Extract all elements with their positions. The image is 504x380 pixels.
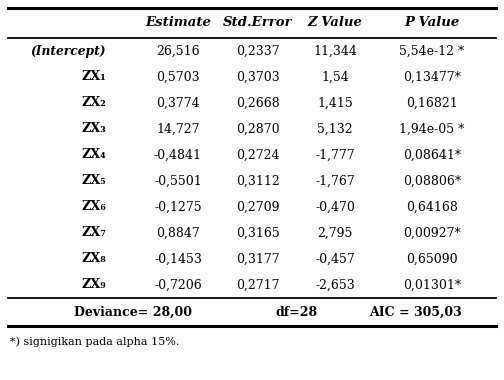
- Text: 0,8847: 0,8847: [156, 226, 200, 239]
- Text: 0,3165: 0,3165: [236, 226, 280, 239]
- Text: 26,516: 26,516: [156, 44, 200, 57]
- Text: P Value: P Value: [404, 16, 460, 30]
- Text: ZX₄: ZX₄: [81, 149, 106, 162]
- Text: 0,2337: 0,2337: [236, 44, 280, 57]
- Text: -0,1453: -0,1453: [154, 252, 202, 266]
- Text: ZX₉: ZX₉: [81, 279, 106, 291]
- Text: ZX₃: ZX₃: [81, 122, 106, 136]
- Text: ZX₆: ZX₆: [81, 201, 106, 214]
- Text: -0,5501: -0,5501: [154, 174, 202, 187]
- Text: ZX₅: ZX₅: [81, 174, 106, 187]
- Text: 0,13477*: 0,13477*: [403, 71, 461, 84]
- Text: 14,727: 14,727: [156, 122, 200, 136]
- Text: 0,01301*: 0,01301*: [403, 279, 461, 291]
- Text: df=28: df=28: [276, 306, 318, 318]
- Text: 0,08641*: 0,08641*: [403, 149, 461, 162]
- Text: *) signigikan pada alpha 15%.: *) signigikan pada alpha 15%.: [10, 336, 179, 347]
- Text: -0,1275: -0,1275: [154, 201, 202, 214]
- Text: -0,470: -0,470: [315, 201, 355, 214]
- Text: ZX₈: ZX₈: [81, 252, 106, 266]
- Text: 0,08806*: 0,08806*: [403, 174, 461, 187]
- Text: 0,3774: 0,3774: [156, 97, 200, 109]
- Text: 0,3112: 0,3112: [236, 174, 280, 187]
- Text: AIC = 305,03: AIC = 305,03: [369, 306, 462, 318]
- Text: -2,653: -2,653: [315, 279, 355, 291]
- Text: -1,777: -1,777: [315, 149, 355, 162]
- Text: 5,54e-12 *: 5,54e-12 *: [399, 44, 465, 57]
- Text: Std.Error: Std.Error: [223, 16, 293, 30]
- Text: 0,16821: 0,16821: [406, 97, 458, 109]
- Text: 0,2709: 0,2709: [236, 201, 280, 214]
- Text: 5,132: 5,132: [317, 122, 353, 136]
- Text: 2,795: 2,795: [318, 226, 353, 239]
- Text: 0,2870: 0,2870: [236, 122, 280, 136]
- Text: 1,94e-05 *: 1,94e-05 *: [399, 122, 465, 136]
- Text: (Intercept): (Intercept): [31, 44, 106, 57]
- Text: Estimate: Estimate: [145, 16, 211, 30]
- Text: 0,3703: 0,3703: [236, 71, 280, 84]
- Text: 0,2717: 0,2717: [236, 279, 280, 291]
- Text: 0,2668: 0,2668: [236, 97, 280, 109]
- Text: 1,54: 1,54: [321, 71, 349, 84]
- Text: -0,7206: -0,7206: [154, 279, 202, 291]
- Text: -0,457: -0,457: [315, 252, 355, 266]
- Text: ZX₇: ZX₇: [81, 226, 106, 239]
- Text: Deviance= 28,00: Deviance= 28,00: [74, 306, 192, 318]
- Text: 1,415: 1,415: [317, 97, 353, 109]
- Text: 0,2724: 0,2724: [236, 149, 280, 162]
- Text: -0,4841: -0,4841: [154, 149, 202, 162]
- Text: ZX₁: ZX₁: [81, 71, 106, 84]
- Text: ZX₂: ZX₂: [81, 97, 106, 109]
- Text: 0,5703: 0,5703: [156, 71, 200, 84]
- Text: Z Value: Z Value: [307, 16, 362, 30]
- Text: -1,767: -1,767: [315, 174, 355, 187]
- Text: 0,00927*: 0,00927*: [403, 226, 461, 239]
- Text: 11,344: 11,344: [313, 44, 357, 57]
- Text: 0,65090: 0,65090: [406, 252, 458, 266]
- Text: 0,64168: 0,64168: [406, 201, 458, 214]
- Text: 0,3177: 0,3177: [236, 252, 280, 266]
